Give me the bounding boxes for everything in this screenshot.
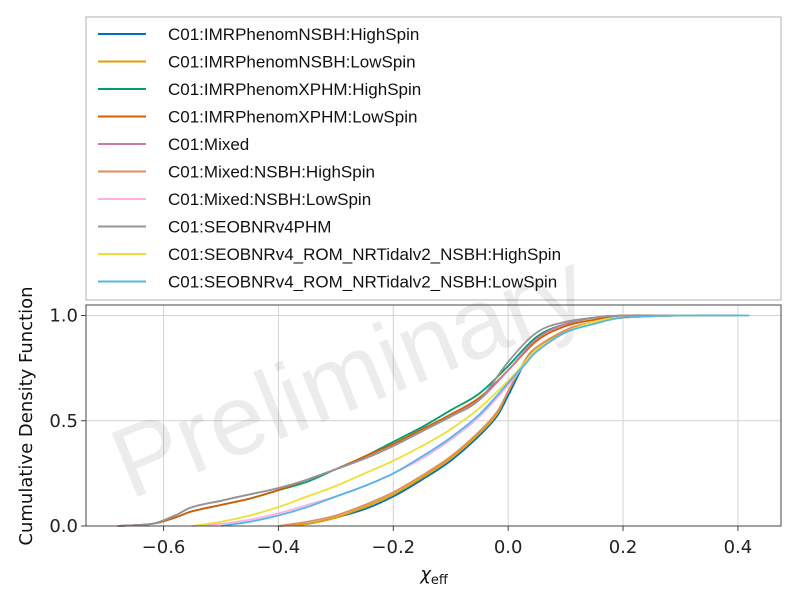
- legend-label-2: C01:IMRPhenomXPHM:HighSpin: [168, 80, 421, 99]
- legend-label-7: C01:SEOBNRv4PHM: [168, 218, 331, 237]
- x-tick-label: 0.4: [724, 537, 753, 558]
- x-tick-label: −0.4: [257, 537, 301, 558]
- x-axis-label: χeff: [419, 564, 449, 588]
- ticks: −0.6 −0.4 −0.2 0.0 0.2 0.4 0.0 0.5 1.0: [49, 306, 752, 558]
- series-line-8: [192, 314, 738, 527]
- y-axis-label: Cumulative Density Function: [16, 286, 37, 545]
- legend-label-5: C01:Mixed:NSBH:HighSpin: [168, 163, 375, 182]
- plot-frame: [85, 304, 782, 527]
- x-tick-label: 0.0: [494, 537, 523, 558]
- legend-label-1: C01:IMRPhenomNSBH:LowSpin: [168, 53, 416, 72]
- x-tick-label: −0.2: [371, 537, 415, 558]
- legend: C01:IMRPhenomNSBH:HighSpin C01:IMRPhenomN…: [85, 16, 782, 301]
- series-lines: [117, 314, 750, 527]
- legend-label-9: C01:SEOBNRv4_ROM_NRTidalv2_NSBH:LowSpin: [168, 273, 557, 292]
- x-tick-label: 0.2: [609, 537, 638, 558]
- legend-frame: [85, 16, 782, 301]
- y-tick-label: 0.0: [49, 516, 78, 537]
- legend-label-8: C01:SEOBNRv4_ROM_NRTidalv2_NSBH:HighSpin: [168, 245, 561, 264]
- legend-label-6: C01:Mixed:NSBH:LowSpin: [168, 190, 371, 209]
- y-tick-label: 1.0: [49, 306, 78, 327]
- legend-label-4: C01:Mixed: [168, 135, 249, 154]
- series-line-7: [117, 314, 738, 527]
- series-line-9: [220, 314, 750, 527]
- x-tick-label: −0.6: [142, 537, 186, 558]
- legend-label-0: C01:IMRPhenomNSBH:HighSpin: [168, 25, 419, 44]
- y-tick-label: 0.5: [49, 411, 78, 432]
- series-line-3: [117, 314, 738, 527]
- legend-label-3: C01:IMRPhenomXPHM:LowSpin: [168, 108, 417, 127]
